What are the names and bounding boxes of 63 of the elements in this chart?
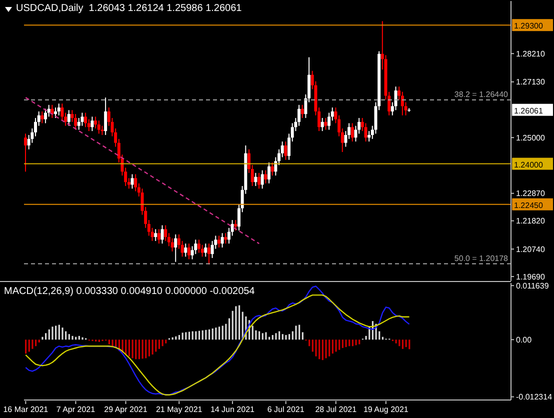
candlestick xyxy=(217,235,220,248)
y-tick-label: -0.012314 xyxy=(516,392,553,402)
x-tick-label: 16 Mar 2021 xyxy=(3,405,49,414)
candlestick xyxy=(54,107,58,118)
x-tick-label: 28 Jul 2021 xyxy=(315,405,358,414)
candlestick xyxy=(44,108,48,124)
candlestick xyxy=(207,243,210,266)
candlestick xyxy=(264,170,268,184)
candlestick xyxy=(204,243,208,258)
chart-title: USDCAD,Daily 1.26043 1.26124 1.25986 1.26061 xyxy=(16,3,242,14)
candlestick xyxy=(324,117,328,130)
candlestick xyxy=(300,104,304,118)
x-tick-label: 6 Jul 2021 xyxy=(267,405,305,414)
ref-line-label: 1.29300 xyxy=(514,22,544,31)
candlestick xyxy=(57,103,60,116)
y-tick-label: 0.011639 xyxy=(516,281,550,290)
text: 1.26061 xyxy=(514,106,544,116)
candlestick xyxy=(130,174,134,190)
candlestick xyxy=(257,172,260,190)
candlestick xyxy=(184,243,188,258)
candlestick xyxy=(220,232,224,248)
y-tick-label: 1.27130 xyxy=(516,78,546,87)
y-tick-label: 1.20740 xyxy=(516,244,546,254)
candlestick xyxy=(320,117,324,132)
candlestick xyxy=(270,162,274,176)
candlestick xyxy=(24,133,27,172)
candlestick xyxy=(84,112,88,128)
candlestick xyxy=(160,224,164,244)
candlestick xyxy=(67,110,70,126)
candlestick xyxy=(104,97,108,136)
y-tick-label: 1.19690 xyxy=(516,272,546,282)
x-tick-label: 14 Jun 2021 xyxy=(210,405,256,414)
y-tick-label: 0.00 xyxy=(516,335,532,344)
candlestick xyxy=(260,170,264,190)
x-tick-label: 19 Aug 2021 xyxy=(363,405,409,414)
ref-line-label: 1.22450 xyxy=(514,200,544,210)
candlestick xyxy=(284,141,288,160)
chart-title: MACD(12,26,9) 0.003330 0.004910 0.000000 -0.002054 xyxy=(4,286,255,297)
ref-line-label: 1.24000 xyxy=(514,160,544,170)
y-tick-label: 1.28210 xyxy=(516,49,546,58)
candlestick xyxy=(254,172,258,187)
candlestick xyxy=(268,162,270,184)
x-tick-label: 7 Apr 2021 xyxy=(56,405,96,414)
candlestick xyxy=(197,239,200,254)
y-tick-label: 1.21820 xyxy=(516,216,546,226)
candlestick xyxy=(187,243,190,260)
y-tick-label: 1.22870 xyxy=(516,189,546,198)
ref-line-label: 50.0 = 1.20178 xyxy=(454,254,509,263)
y-tick-label: 1.25000 xyxy=(516,133,546,142)
candlestick xyxy=(224,232,228,244)
x-tick-label: 21 May 2021 xyxy=(156,405,203,414)
candlestick xyxy=(80,112,84,126)
candlestick xyxy=(174,234,178,262)
candlestick xyxy=(234,220,238,231)
candlestick xyxy=(350,122,354,142)
candlestick xyxy=(90,116,94,132)
candlestick xyxy=(40,110,44,124)
candlestick xyxy=(97,120,100,134)
ref-line-label: 38.2 = 1.26440 xyxy=(454,90,509,99)
candlestick xyxy=(154,228,158,242)
x-tick-label: 29 Apr 2021 xyxy=(104,405,148,414)
candlestick xyxy=(157,228,160,244)
candlestick xyxy=(74,114,78,130)
